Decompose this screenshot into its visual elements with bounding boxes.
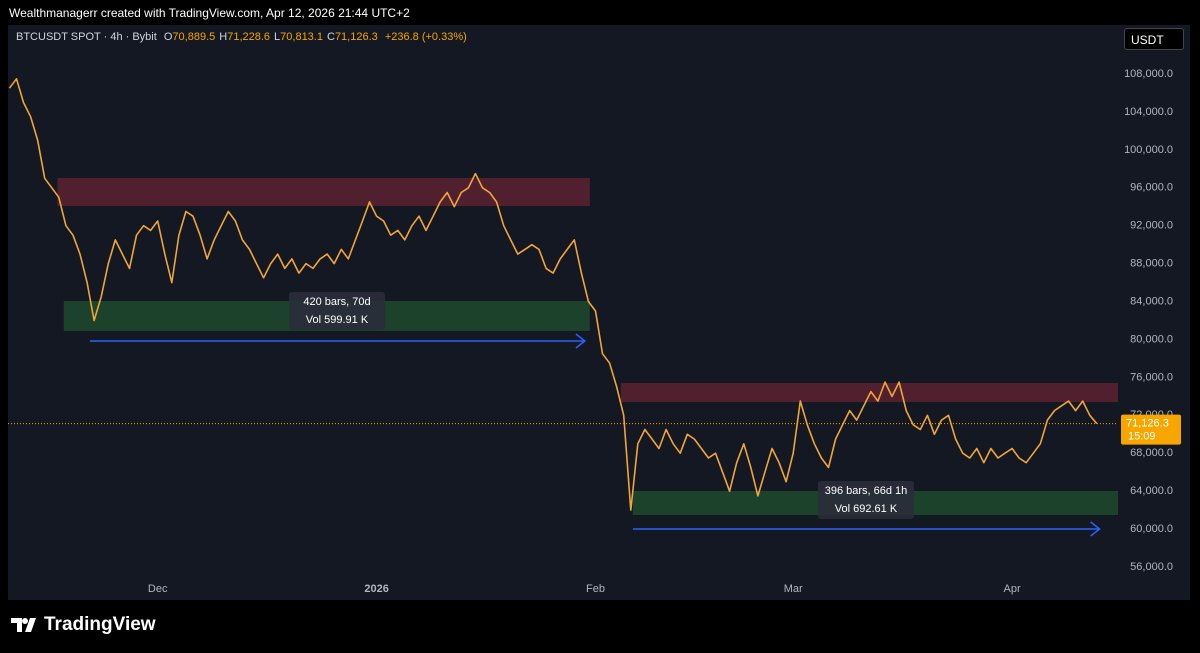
- countdown: 15:09: [1128, 431, 1156, 443]
- ohlc-key: H: [219, 31, 228, 43]
- ohlc: O70,889.5 H71,228.6 L70,813.1 C71,126.3: [160, 31, 378, 43]
- y-tick-label: 104,000.0: [1124, 106, 1173, 118]
- x-tick-label: Mar: [784, 583, 803, 595]
- symbol: BTCUSDT SPOT · 4h · Bybit: [16, 31, 157, 43]
- x-tick-label: 2026: [364, 583, 388, 595]
- logo: [11, 618, 36, 632]
- ohlc-value: 70,889.5: [172, 31, 216, 43]
- change: +236.8 (+0.33%): [384, 31, 467, 43]
- ohlc-key: C: [326, 31, 335, 43]
- y-tick-label: 76,000.0: [1130, 371, 1173, 383]
- arrow-head: [1090, 521, 1101, 537]
- y-tick-label: 100,000.0: [1124, 144, 1173, 156]
- y-tick-label: 84,000.0: [1130, 295, 1173, 307]
- y-tick-label: 64,000.0: [1130, 485, 1173, 497]
- y-tick-label: 68,000.0: [1130, 447, 1173, 459]
- measure-bars: 420 bars, 70d: [303, 296, 370, 308]
- y-tick-label: 92,000.0: [1130, 220, 1173, 232]
- currency-button[interactable]: USDT: [1124, 28, 1184, 50]
- y-tick-label: 96,000.0: [1130, 182, 1173, 194]
- price-line: [8, 78, 1098, 511]
- arrow-head: [575, 333, 587, 349]
- legend: BTCUSDT SPOT · 4h · Bybit O70,889.5 H71,2…: [16, 31, 467, 43]
- measure-vol: Vol 692.61 K: [835, 503, 898, 515]
- ohlc-value: 71,126.3: [334, 31, 378, 43]
- last-price-box: [1121, 414, 1181, 445]
- ohlc-key: L: [274, 31, 281, 43]
- measure-box: [289, 292, 385, 330]
- measure-box: [818, 481, 914, 519]
- ohlc-value: 70,813.1: [280, 31, 323, 43]
- measure-bars: 396 bars, 66d 1h: [825, 485, 908, 497]
- y-tick-label: 108,000.0: [1124, 68, 1173, 80]
- brand: TradingView: [44, 614, 156, 635]
- y-tick-label: 88,000.0: [1130, 258, 1173, 270]
- x-tick-label: Feb: [586, 583, 605, 595]
- ohlc-key: O: [163, 31, 173, 43]
- y-tick-label: 80,000.0: [1130, 333, 1173, 345]
- attribution: Wealthmanagerr created with TradingView.…: [9, 6, 410, 20]
- y-tick-label: 56,000.0: [1130, 561, 1173, 573]
- footer: TradingView: [10, 614, 156, 636]
- last-price-label: 71,126.3: [1126, 418, 1169, 430]
- x-tick-label: Apr: [1004, 583, 1021, 595]
- ohlc-value: 71,228.6: [227, 31, 271, 43]
- zone: [57, 177, 590, 206]
- x-tick-label: Dec: [148, 583, 168, 595]
- zone: [620, 382, 1118, 403]
- y-tick-label: 60,000.0: [1130, 523, 1173, 535]
- measure-vol: Vol 599.91 K: [306, 314, 369, 326]
